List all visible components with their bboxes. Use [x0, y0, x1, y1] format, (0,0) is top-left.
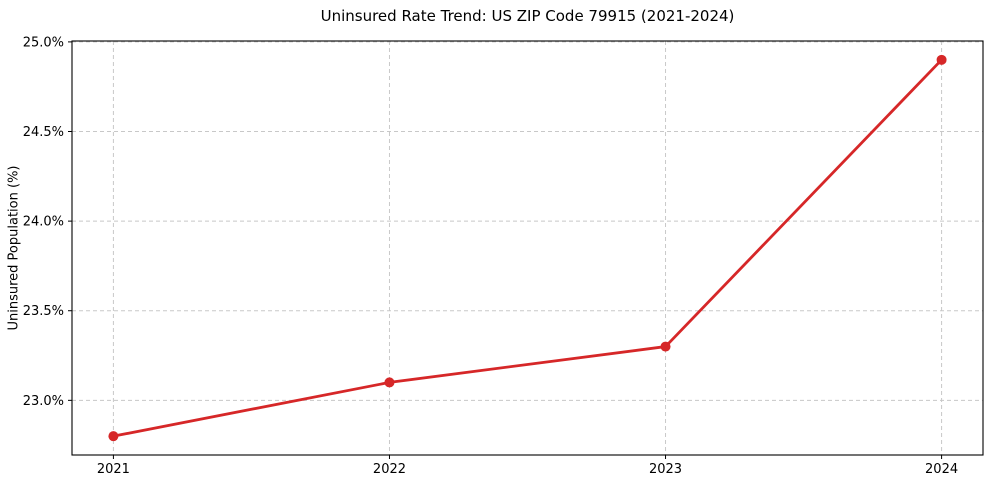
data-point-marker	[660, 341, 671, 352]
data-point-marker	[384, 377, 395, 388]
data-line	[112, 58, 943, 438]
y-tick-label: 25.0%	[23, 35, 64, 50]
plot-border	[71, 40, 984, 456]
y-tick-label: 23.5%	[23, 304, 64, 319]
data-point-marker	[108, 431, 119, 442]
x-tick-label: 2024	[925, 462, 958, 477]
chart-title: Uninsured Rate Trend: US ZIP Code 79915 …	[320, 7, 735, 25]
data-point-marker	[936, 54, 947, 65]
x-tick-label: 2021	[97, 462, 130, 477]
y-tick-label: 24.5%	[23, 125, 64, 140]
y-tick-label: 24.0%	[23, 215, 64, 230]
y-tick-label: 23.0%	[23, 394, 64, 409]
x-tick-label: 2023	[649, 462, 682, 477]
x-tick-label: 2022	[373, 462, 406, 477]
